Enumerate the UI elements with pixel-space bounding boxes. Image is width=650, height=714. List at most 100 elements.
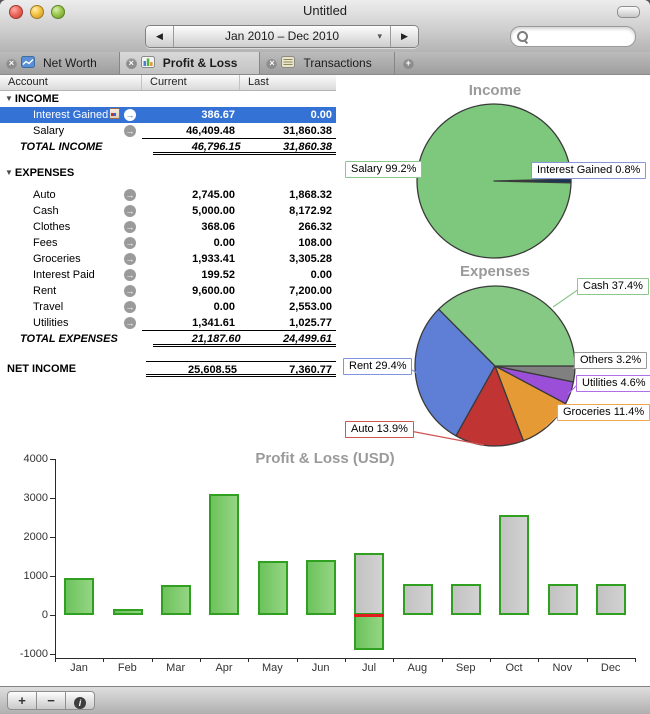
pie-slice-others[interactable] (494, 365, 576, 383)
account-cell: Fees → (0, 235, 142, 251)
month-label-oct: Oct (505, 662, 523, 674)
net-worth-icon (21, 55, 35, 71)
toolbar-toggle-button[interactable] (617, 6, 640, 18)
search-icon (517, 31, 528, 42)
x-tick (200, 658, 201, 662)
month-label-mar: Mar (166, 662, 186, 674)
pie-slice-groceries[interactable] (494, 365, 567, 442)
x-tick (635, 658, 636, 662)
account-actions: + − i (7, 691, 95, 710)
drill-down-arrow-button[interactable]: → (124, 109, 136, 121)
table-row-groceries[interactable]: Groceries → 1,933.41 3,305.28 (0, 251, 336, 267)
current-value: 2,745.00 (192, 189, 235, 201)
account-label: Travel (33, 301, 64, 313)
drill-down-arrow-button[interactable]: → (124, 237, 136, 249)
pie-slice-salary[interactable] (416, 103, 572, 259)
callout-line-auto (409, 430, 485, 446)
month-label-apr: Apr (215, 662, 233, 674)
month-label-sep: Sep (455, 662, 476, 674)
tab-label: Net Worth (43, 56, 97, 70)
pie-slice-auto[interactable] (455, 365, 525, 447)
table-row-income[interactable]: ▼ INCOME (0, 91, 336, 107)
pie-slice-cash[interactable] (438, 285, 576, 367)
pie-label-groceries: Groceries 11.4% (557, 404, 650, 421)
table-row-travel[interactable]: Travel → 0.00 2,553.00 (0, 299, 336, 315)
account-label: Groceries (33, 253, 81, 265)
callout-line-cash (552, 288, 580, 308)
tab-net-worth[interactable]: × Net Worth (0, 52, 120, 74)
table-row-fees[interactable]: Fees → 0.00 108.00 (0, 235, 336, 251)
info-button[interactable]: i (65, 691, 95, 710)
report-icon (109, 108, 121, 119)
current-value: 368.06 (201, 221, 235, 233)
search-input[interactable] (510, 26, 636, 47)
toolbar: ◀ Jan 2010 – Dec 2010 ▾ ▶ (0, 22, 650, 52)
table-row-rent[interactable]: Rent → 9,600.00 7,200.00 (0, 283, 336, 299)
account-cell: Cash → (0, 203, 142, 219)
tab-transactions[interactable]: × Transactions (260, 52, 395, 74)
drill-down-arrow-button[interactable]: → (124, 205, 136, 217)
disclosure-triangle-icon[interactable]: ▼ (5, 94, 13, 103)
table-row-utilities[interactable]: Utilities → 1,341.61 1,025.77 (0, 315, 336, 331)
table-row-interest-gained[interactable]: Interest Gained → 386.67 0.00 (0, 107, 336, 123)
current-value: 21,187.60 (153, 331, 246, 347)
column-header-current[interactable]: Current (142, 75, 240, 90)
table-row-clothes[interactable]: Clothes → 368.06 266.32 (0, 219, 336, 235)
pie-slice-interest-gained[interactable] (493, 178, 572, 184)
account-cell: Groceries → (0, 251, 142, 267)
add-tab-button[interactable]: + (395, 52, 422, 74)
date-range-dropdown[interactable]: Jan 2010 – Dec 2010 ▾ (174, 26, 390, 47)
table-row-interest-paid[interactable]: Interest Paid → 199.52 0.00 (0, 267, 336, 283)
close-tab-icon[interactable]: × (266, 57, 278, 69)
table-row-cash[interactable]: Cash → 5,000.00 8,172.92 (0, 203, 336, 219)
close-tab-icon[interactable]: × (6, 57, 17, 69)
column-header-account[interactable]: Account (0, 75, 142, 90)
table-body: ▼ INCOME Interest Gained → 386.67 0.00 Salary →… (0, 91, 336, 377)
account-label: Cash (33, 205, 59, 217)
drill-down-arrow-button[interactable]: → (124, 221, 136, 233)
account-cell: NET INCOME (0, 361, 146, 377)
table-row-salary[interactable]: Salary → 46,409.48 31,860.38 (0, 123, 336, 139)
add-account-button[interactable]: + (7, 691, 37, 710)
column-header-last[interactable]: Last (248, 76, 269, 88)
drill-down-arrow-button[interactable]: → (124, 317, 136, 329)
drill-down-arrow-button[interactable]: → (124, 285, 136, 297)
table-row-total-expenses[interactable]: TOTAL EXPENSES 21,187.60 24,499.61 (0, 331, 336, 347)
prev-period-button[interactable]: ◀ (146, 26, 174, 47)
month-label-feb: Feb (117, 662, 137, 674)
x-tick (55, 658, 56, 662)
y-axis (55, 459, 56, 658)
close-tab-icon[interactable]: × (125, 57, 137, 69)
expenses-pie-title: Expenses (459, 263, 531, 280)
pie-label-cash: Cash 37.4% (577, 278, 649, 295)
profit-loss-icon (140, 55, 155, 71)
table-row-expenses[interactable]: ▼ EXPENSES (0, 165, 336, 181)
current-value: 1,933.41 (192, 253, 235, 265)
drill-down-arrow-button[interactable]: → (124, 125, 136, 137)
pie-slice-rent[interactable] (414, 308, 496, 437)
close-window-button[interactable] (9, 5, 23, 19)
minimize-window-button[interactable] (30, 5, 44, 19)
income-pie-title: Income (468, 82, 522, 99)
next-period-button[interactable]: ▶ (390, 26, 418, 47)
profit-loss-bar-chart: Profit & Loss (USD) 4000 3000 2000 1000 0 -10… (0, 448, 650, 686)
drill-down-arrow-button[interactable]: → (124, 269, 136, 281)
table-row-net-income[interactable]: NET INCOME 25,608.55 7,360.77 (0, 361, 336, 377)
zoom-window-button[interactable] (51, 5, 65, 19)
disclosure-triangle-icon[interactable]: ▼ (5, 168, 13, 177)
pie-slice-utilities[interactable] (494, 365, 575, 405)
bar-projected-nov (547, 584, 578, 615)
drill-down-arrow-button[interactable]: → (124, 189, 136, 201)
account-label: INCOME (14, 93, 59, 105)
info-icon: i (74, 697, 86, 709)
account-label: Interest Paid (33, 269, 95, 281)
remove-account-button[interactable]: − (36, 691, 66, 710)
drill-down-arrow-button[interactable]: → (124, 301, 136, 313)
drill-down-arrow-button[interactable]: → (124, 253, 136, 265)
table-row-total-income[interactable]: TOTAL INCOME 46,796.15 31,860.38 (0, 139, 336, 155)
last-value: 108.00 (298, 237, 332, 249)
tab-profit-&-loss[interactable]: × Profit & Loss (119, 52, 261, 74)
y-tick (50, 498, 55, 499)
table-row-auto[interactable]: Auto → 2,745.00 1,868.32 (0, 187, 336, 203)
pie-label-utilities: Utilities 4.6% (576, 375, 650, 392)
